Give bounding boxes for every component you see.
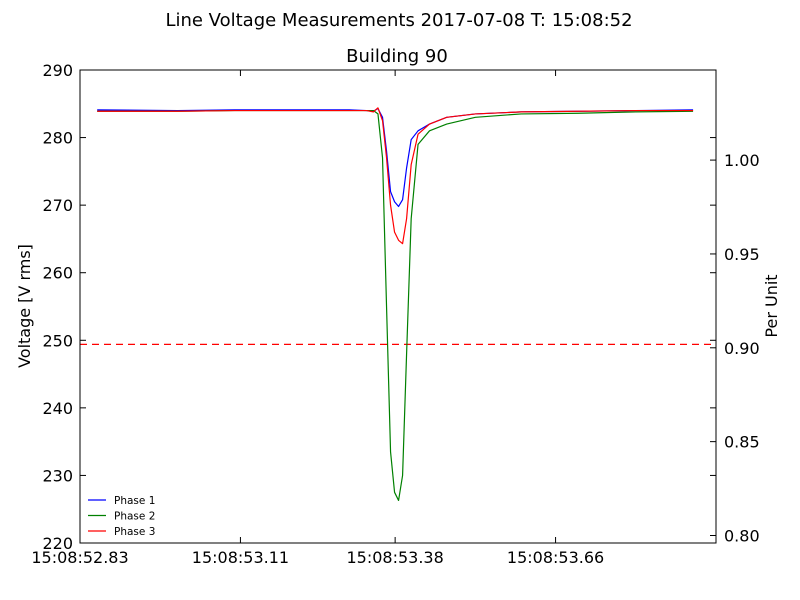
y-axis-label: Voltage [V rms] — [15, 244, 34, 368]
series-line-phase-3 — [97, 107, 694, 245]
plot-frame — [79, 69, 717, 544]
x-tick-label: 15:08:53.66 — [507, 548, 604, 567]
tick-layer: 220 230 240 250 260 270 280 290 0.80 0.85 0.90 0.95… — [31, 61, 759, 567]
x-tick-label: 15:08:52.83 — [31, 548, 128, 567]
y-tick-label: 250 — [42, 331, 73, 350]
x-tick-label: 15:08:53.11 — [192, 548, 289, 567]
plot-layer — [80, 107, 716, 502]
chart-title: Line Voltage Measurements 2017-07-08 T: … — [165, 10, 632, 31]
y2-tick-label: 1.00 — [724, 151, 760, 170]
legend-label-phase-2: Phase 2 — [114, 511, 155, 523]
x-tick-label: 15:08:53.38 — [346, 548, 443, 567]
y2-tick-label: 0.90 — [724, 339, 760, 358]
chart-subtitle: Building 90 — [346, 46, 448, 67]
y2-tick-label: 0.85 — [724, 433, 760, 452]
plot-area — [80, 70, 716, 543]
y2-axis-label: Per Unit — [762, 274, 781, 337]
legend-label-phase-1: Phase 1 — [114, 495, 155, 507]
y2-tick-label: 0.95 — [724, 245, 760, 264]
y-tick-label: 240 — [42, 399, 73, 418]
y-tick-label: 270 — [42, 196, 73, 215]
y-tick-label: 280 — [42, 129, 73, 148]
legend-label-phase-3: Phase 3 — [114, 526, 155, 538]
y-tick-label: 260 — [42, 264, 73, 283]
legend: Phase 1 Phase 2 Phase 3 — [88, 495, 155, 538]
y-tick-label: 230 — [42, 466, 73, 485]
y-tick-label: 290 — [42, 61, 73, 80]
y-tick-label: 220 — [42, 534, 73, 553]
y2-tick-label: 0.80 — [724, 526, 760, 545]
